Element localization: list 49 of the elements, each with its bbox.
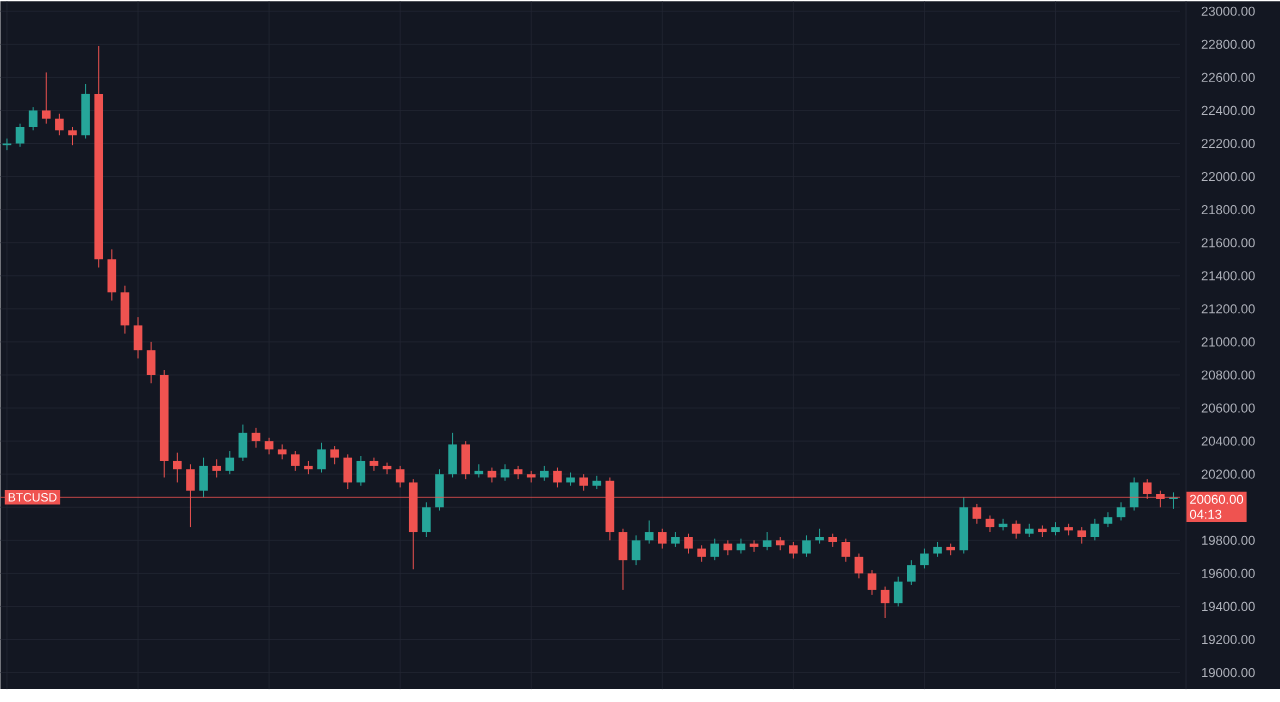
candlestick (199, 456, 208, 498)
candlestick (68, 126, 77, 146)
candlestick (173, 451, 182, 483)
candlestick (880, 585, 890, 619)
candlestick (81, 83, 90, 139)
candlestick (330, 445, 339, 465)
candlestick (513, 465, 523, 480)
candlestick (959, 496, 969, 554)
candlestick (15, 122, 25, 147)
candlestick (290, 450, 300, 471)
candlestick (657, 527, 667, 549)
candlestick (369, 456, 379, 471)
candlestick (762, 531, 772, 551)
candlestick (435, 468, 444, 511)
candlestick (212, 458, 221, 478)
candlestick (1090, 517, 1100, 541)
candlestick (146, 341, 156, 384)
candlestick (972, 503, 982, 524)
candlestick (107, 248, 117, 301)
candlestick (238, 423, 248, 462)
candlestick (841, 537, 851, 562)
candlestick (618, 527, 628, 591)
candlestick (422, 501, 431, 538)
candlestick (343, 453, 353, 490)
candlestick (644, 519, 654, 544)
candlestick (317, 441, 326, 473)
candlestick (920, 547, 929, 569)
candlestick (1116, 501, 1126, 521)
candlestick (55, 112, 64, 136)
candlestick (1011, 519, 1021, 539)
candlestick (631, 534, 641, 566)
candlestick (461, 440, 471, 480)
candlestick (854, 552, 864, 579)
candlestick (802, 534, 811, 557)
candlestick (448, 431, 457, 478)
candlestick (395, 465, 405, 488)
candlestick (1103, 511, 1113, 528)
candlestick (120, 284, 130, 334)
candlestick (133, 316, 143, 359)
candlestick (893, 575, 903, 607)
candlestick (225, 450, 235, 475)
candlestick (710, 537, 720, 561)
candlestick (28, 106, 38, 131)
candlestick (356, 455, 366, 486)
candlestick (553, 466, 562, 488)
candlestick (684, 532, 693, 554)
candlestick (41, 71, 51, 124)
candlestick (907, 559, 916, 586)
candlestick (867, 569, 877, 595)
